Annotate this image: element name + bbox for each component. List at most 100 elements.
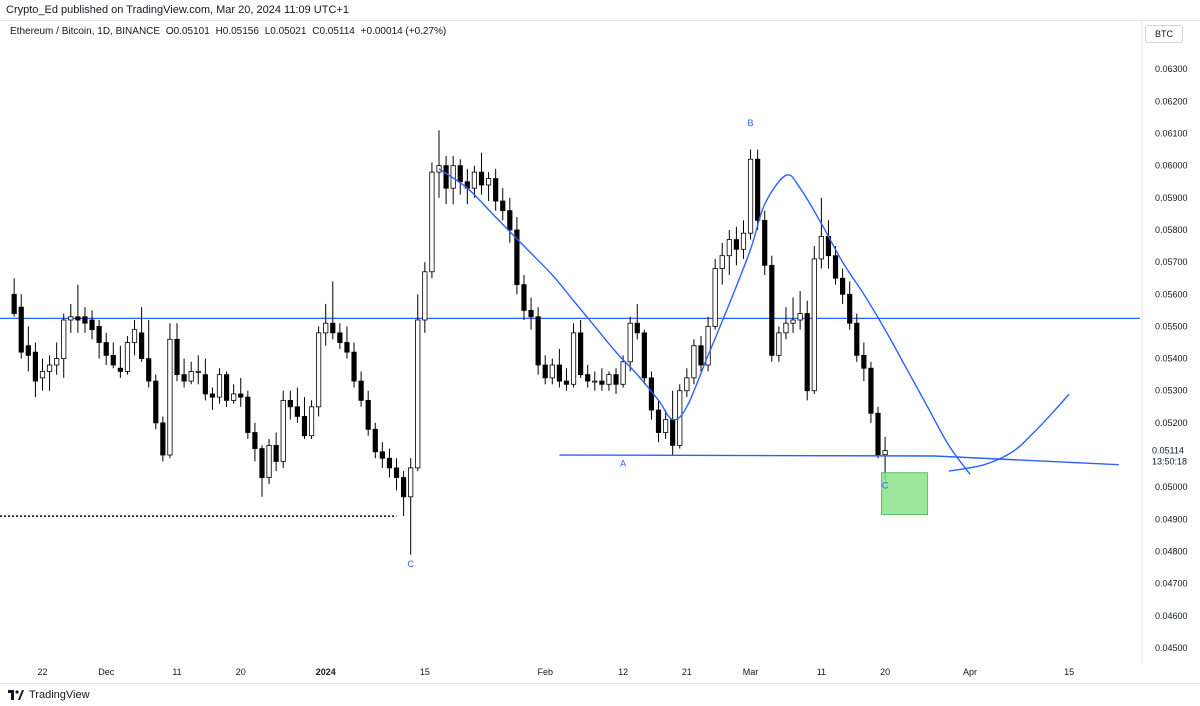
candle-down [563,380,570,385]
y-tick-label: 0.04900 [1155,514,1188,524]
y-tick-label: 0.06000 [1155,161,1188,171]
drawings: C A B C [407,118,1119,569]
candle-down [174,338,180,376]
candle-up [592,380,598,383]
candle-up [61,319,67,359]
chart-frame [0,20,1200,684]
candle-up [811,258,817,392]
candle-up [818,236,824,260]
candle-down [351,351,357,382]
y-tick-label: 0.04800 [1155,546,1188,556]
candle-down [209,393,216,398]
candle-up [712,268,718,327]
y-tick-label: 0.06200 [1155,96,1188,106]
candle-down [521,284,527,311]
x-tick-label: Dec [98,667,115,677]
legend-symbol: Ethereum / Bitcoin, 1D, BINANCE [10,26,161,37]
y-tick-label: 0.05300 [1155,386,1188,396]
candle-down [330,322,336,334]
candle-down [75,316,81,321]
candle-up [570,332,577,385]
y-tick-label: 0.06300 [1155,64,1188,74]
candle-down [96,326,102,343]
candle-up [131,329,138,343]
candle-up [195,371,201,373]
candle-down [301,416,308,437]
x-tick-label: Apr [963,667,977,677]
candle-down [542,364,548,379]
y-tick-label: 0.05900 [1155,193,1188,203]
candle-up [620,361,626,385]
wave-label-c: C [882,480,889,490]
candle-down [457,165,463,183]
support-trend-line [559,454,1119,466]
candle-down [875,412,881,456]
candle-up [124,342,131,372]
candle-down [443,165,449,189]
candles [11,130,888,555]
candle-down [599,380,605,385]
projection-curve [948,393,1070,472]
candle-up [684,377,690,392]
y-tick-label: 0.05600 [1155,289,1188,299]
legend-close: C0.05114 [312,26,355,37]
candle-up [882,450,888,456]
candle-down [670,419,676,446]
last-price-badge [1143,443,1200,468]
last-price-label: 0.05114 [1152,446,1184,456]
candle-down [372,428,378,453]
candle-down [861,354,867,369]
x-tick-label: 15 [420,667,430,677]
candle-down [655,409,662,433]
candle-up [54,358,60,366]
footer-brand: TradingView [29,689,90,701]
candle-down [252,432,258,449]
candle-down [535,316,541,366]
candle-down [585,374,591,382]
candle-down [769,264,775,356]
candle-down [153,380,159,424]
candle-up [39,371,46,379]
candle-up [790,319,796,324]
candle-down [379,451,385,459]
candle-up [783,322,789,334]
candle-down [89,319,95,331]
candle-up [231,393,237,401]
candle-up [422,271,428,321]
candle-down [733,239,739,250]
candle-up [662,419,669,433]
candle-down [634,322,640,334]
x-tick-label: 11 [817,667,826,677]
candle-down [854,322,860,356]
candle-down [18,306,24,353]
candle-down [578,332,584,376]
candle-up [46,364,53,372]
candle-down [223,374,230,401]
candle-up [627,322,633,363]
target-zone-box [881,472,929,516]
candle-up [747,158,754,234]
wave-label-c: C [407,559,414,569]
currency-badge[interactable]: BTC [1145,25,1183,43]
y-tick-label: 0.04600 [1155,611,1188,621]
candle-down [868,367,874,414]
footer: TradingView [8,686,90,704]
candle-up [726,239,732,257]
tradingview-logo-icon [8,690,24,700]
candle-up [68,316,74,321]
candle-down [500,200,506,212]
y-tick-label: 0.05500 [1155,321,1188,331]
candle-up [167,338,173,456]
candle-down [344,342,350,353]
candle-down [273,444,279,462]
candle-up [308,406,315,437]
candle-up [216,374,223,398]
candle-down [160,422,166,456]
candle-down [832,255,839,279]
candle-down [337,332,343,343]
wave-label-a: A [620,458,626,468]
candle-up [471,171,478,189]
candle-up [485,178,492,186]
candle-up [740,232,747,250]
